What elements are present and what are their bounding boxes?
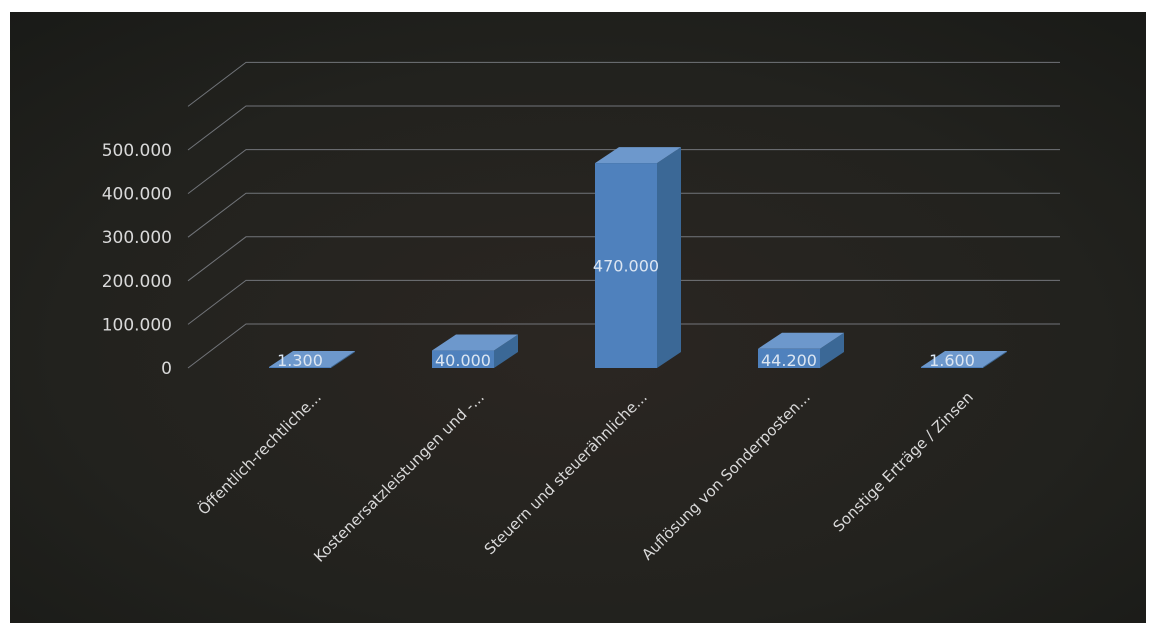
bar: [432, 334, 518, 368]
data-labels: 1.300 40.000 470.000 44.200 1.600: [277, 257, 975, 370]
bars: [269, 147, 1007, 368]
bar: [921, 351, 1007, 368]
y-tick-label: 0: [161, 359, 172, 379]
data-label: 470.000: [593, 257, 659, 276]
bar: [269, 351, 355, 368]
y-axis-ticks: 0 100.000 200.000 300.000 400.000 500.000: [102, 141, 172, 379]
y-tick-label: 300.000: [102, 228, 172, 248]
gridline: [187, 279, 1060, 325]
gridline: [187, 236, 1060, 282]
gridlines: [187, 61, 1060, 369]
bar: [595, 147, 681, 368]
data-label: 40.000: [435, 351, 491, 370]
y-tick-label: 400.000: [102, 185, 172, 205]
data-label: 1.600: [929, 351, 975, 370]
gridline: [187, 323, 1060, 369]
gridline: [187, 149, 1060, 194]
y-tick-label: 100.000: [102, 315, 172, 335]
gridline: [187, 105, 1060, 151]
y-tick-label: 500.000: [102, 141, 172, 161]
bar: [758, 332, 844, 368]
chart-background: [10, 12, 1146, 623]
gridline: [187, 192, 1060, 238]
y-tick-label: 200.000: [102, 272, 172, 292]
gridline: [187, 61, 1060, 107]
data-label: 1.300: [277, 351, 323, 370]
data-label: 44.200: [761, 351, 817, 370]
